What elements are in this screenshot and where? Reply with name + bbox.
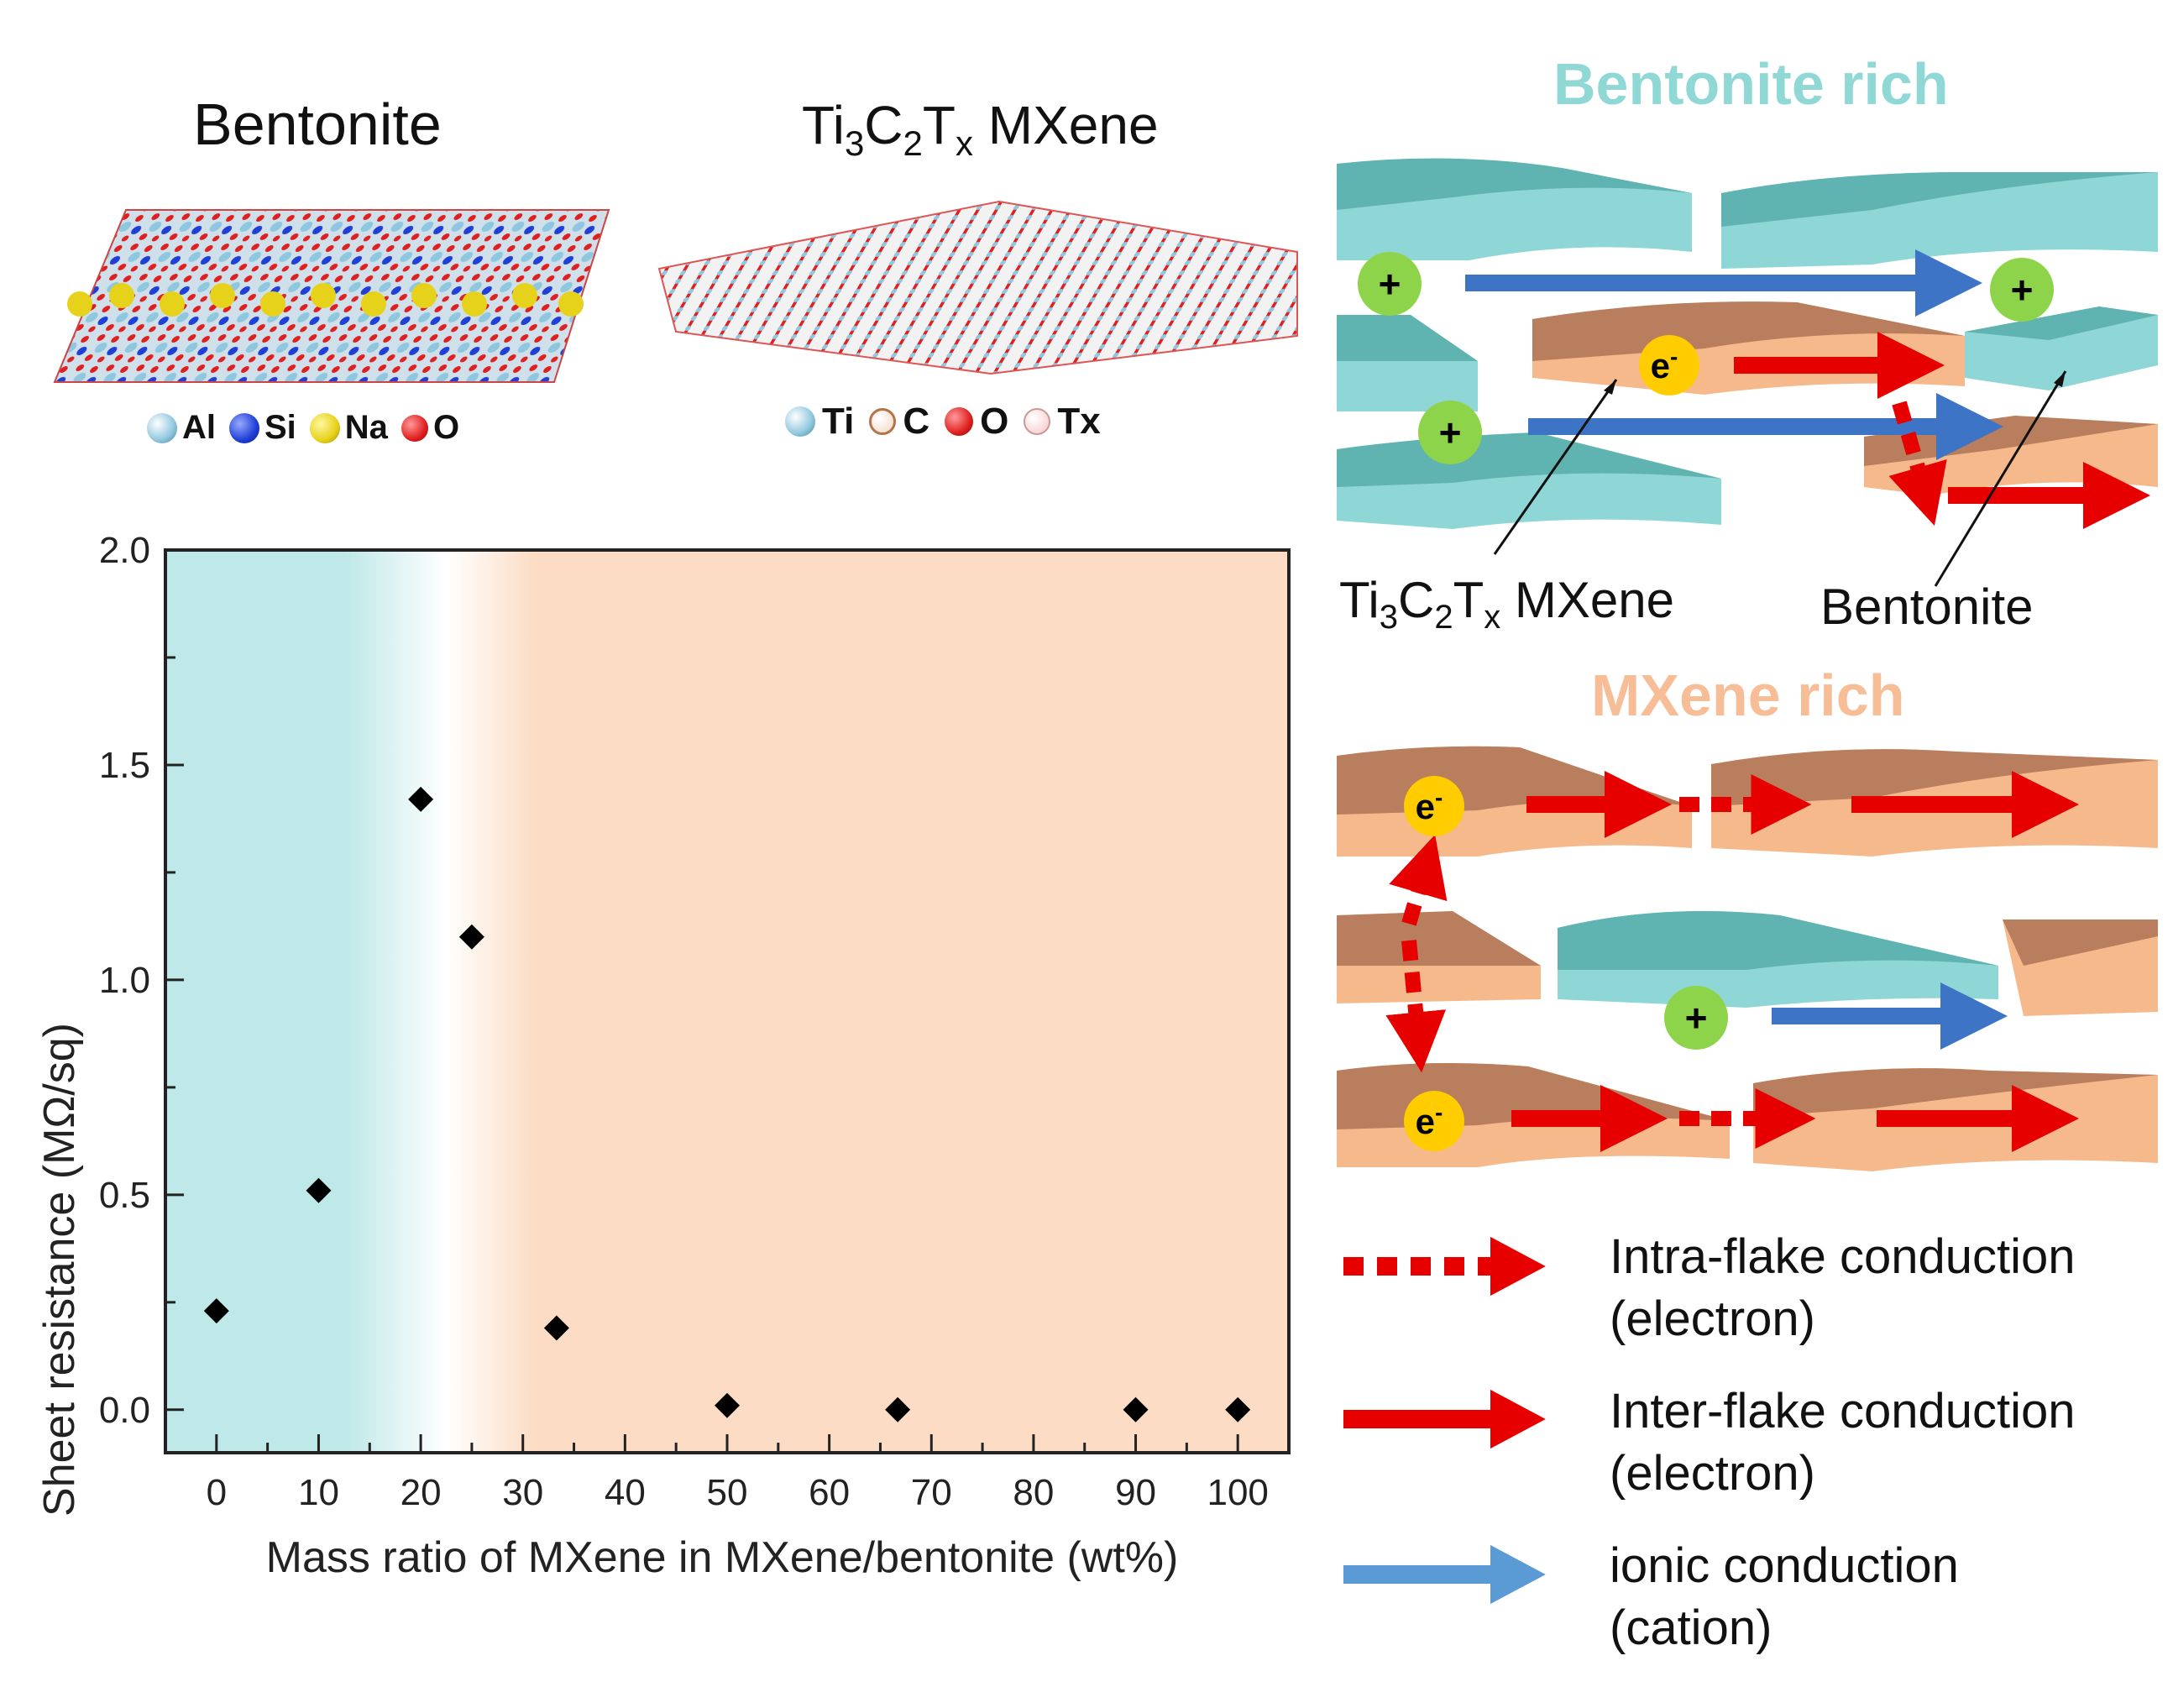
x-tick-label: 100 xyxy=(1207,1472,1268,1513)
x-tick-label: 90 xyxy=(1115,1472,1156,1513)
bentonite-structure-title: Bentonite xyxy=(193,92,442,157)
mxene-element-legend: Ti C O Tx xyxy=(785,401,1101,443)
legend-o: O xyxy=(945,401,1008,443)
data-points xyxy=(203,786,1251,1422)
sheet-resistance-chart: 0 10 20 30 40 50 60 70 80 90 100 0.0 0.5 1.0 1.5 2.0 Ma… xyxy=(35,530,1291,1582)
x-tick-label: 70 xyxy=(911,1472,952,1513)
legend-ti: Ti xyxy=(785,401,854,443)
cation-symbol: + xyxy=(1379,262,1401,306)
si-atom-icon xyxy=(229,412,259,443)
ti-atom-icon xyxy=(785,406,815,437)
intra-flake-conduction-arrow xyxy=(1385,940,1447,1073)
x-tick-label: 20 xyxy=(401,1472,442,1513)
data-point xyxy=(203,1298,229,1324)
schematic-mxene-label: Ti3C2Tx MXene xyxy=(1339,572,1675,636)
mxene-flake xyxy=(1532,301,1965,395)
legend-inter-flake: Inter-flake conduction (electron) xyxy=(1610,1384,2076,1501)
cation-icon xyxy=(1418,401,1482,464)
bentonite-flake xyxy=(1965,306,2158,390)
cation-icon xyxy=(1664,986,1728,1050)
legend-ionic: ionic conduction (cation) xyxy=(1610,1538,1959,1655)
schematic-bentonite-label: Bentonite xyxy=(1820,579,2034,635)
legend-o: O xyxy=(401,409,459,447)
x-tick-label: 0 xyxy=(207,1472,227,1513)
cation-symbol: + xyxy=(2011,268,2034,312)
x-axis-label: Mass ratio of MXene in MXene/bentonite (… xyxy=(266,1533,1179,1582)
sodium-layer xyxy=(67,283,584,317)
tick-labels: 0 10 20 30 40 50 60 70 80 90 100 0.0 0.5 1.0 1.5 2.0 xyxy=(99,530,1269,1513)
electron-symbol: e- xyxy=(1416,784,1443,826)
legend-intra-flake: Intra-flake conduction (electron) xyxy=(1610,1229,2076,1346)
data-point xyxy=(1225,1396,1251,1422)
plot-background xyxy=(165,550,1289,1453)
bentonite-element-legend: Al Si Na O xyxy=(147,409,459,447)
x-tick-label: 60 xyxy=(809,1472,850,1513)
bentonite-flake xyxy=(1721,172,2158,269)
cation-symbol: + xyxy=(1685,996,1708,1040)
electron-icon xyxy=(1404,776,1464,836)
y-tick-label: 1.5 xyxy=(99,745,150,786)
conduction-schematic: + + + e- xyxy=(1337,158,2158,1171)
data-point xyxy=(458,924,484,950)
y-axis-label: Sheet resistance (MΩ/sq) xyxy=(35,1023,84,1517)
x-tick-label: 50 xyxy=(707,1472,748,1513)
electron-icon xyxy=(1404,1091,1464,1151)
plot-frame xyxy=(164,548,1291,1454)
intra-flake-conduction-arrow xyxy=(1389,834,1448,926)
o-atom-icon xyxy=(945,407,974,436)
bentonite-flake xyxy=(1337,315,1478,411)
intra-flake-conduction-arrow xyxy=(1888,401,1947,527)
c-atom-icon xyxy=(869,408,897,435)
bentonite-flake xyxy=(1337,432,1721,529)
data-point xyxy=(543,1315,569,1341)
legend-al: Al xyxy=(147,409,216,447)
electron-symbol: e- xyxy=(1416,1099,1443,1141)
conduction-legend-arrows xyxy=(1343,1236,1546,1604)
data-point xyxy=(408,786,434,812)
electron-symbol: e- xyxy=(1651,343,1678,385)
data-point xyxy=(715,1392,740,1418)
legend-si: Si xyxy=(229,409,296,447)
bentonite-flake xyxy=(1558,911,1998,1008)
crystal-structures xyxy=(53,200,1298,383)
na-atom-icon xyxy=(309,412,340,443)
data-point xyxy=(885,1396,911,1422)
mxene-structure-title: Ti3C2Tx MXene xyxy=(802,95,1159,163)
bentonite-flake xyxy=(1337,158,1692,260)
bentonite-rich-title: Bentonite rich xyxy=(1553,51,1949,117)
data-point xyxy=(1123,1396,1149,1422)
mxene-flake xyxy=(1337,911,1541,1003)
mxene-pointer-line xyxy=(1493,379,1618,555)
electron-icon xyxy=(1639,335,1699,396)
y-tick-label: 0.5 xyxy=(99,1175,150,1216)
legend-c: C xyxy=(869,401,929,443)
legend-na: Na xyxy=(309,409,388,447)
cation-icon xyxy=(1358,252,1422,316)
bentonite-pointer-line xyxy=(1934,370,2067,587)
o-atom-icon xyxy=(401,414,428,442)
mxene-flake xyxy=(2003,919,2158,1016)
data-point xyxy=(306,1177,332,1203)
tx-atom-icon xyxy=(1024,408,1051,435)
mxene-crystal xyxy=(657,200,1298,375)
legend-tx: Tx xyxy=(1024,401,1101,443)
cation-symbol: + xyxy=(1439,411,1462,454)
x-tick-label: 10 xyxy=(298,1472,339,1513)
x-tick-label: 40 xyxy=(605,1472,646,1513)
y-tick-label: 0.0 xyxy=(99,1390,150,1431)
mxene-rich-title: MXene rich xyxy=(1591,663,1905,728)
al-atom-icon xyxy=(147,412,177,443)
y-tick-label: 1.0 xyxy=(99,960,150,1001)
y-tick-label: 2.0 xyxy=(99,530,150,571)
x-tick-label: 80 xyxy=(1013,1472,1054,1513)
x-tick-label: 30 xyxy=(502,1472,543,1513)
cation-icon xyxy=(1990,258,2054,322)
